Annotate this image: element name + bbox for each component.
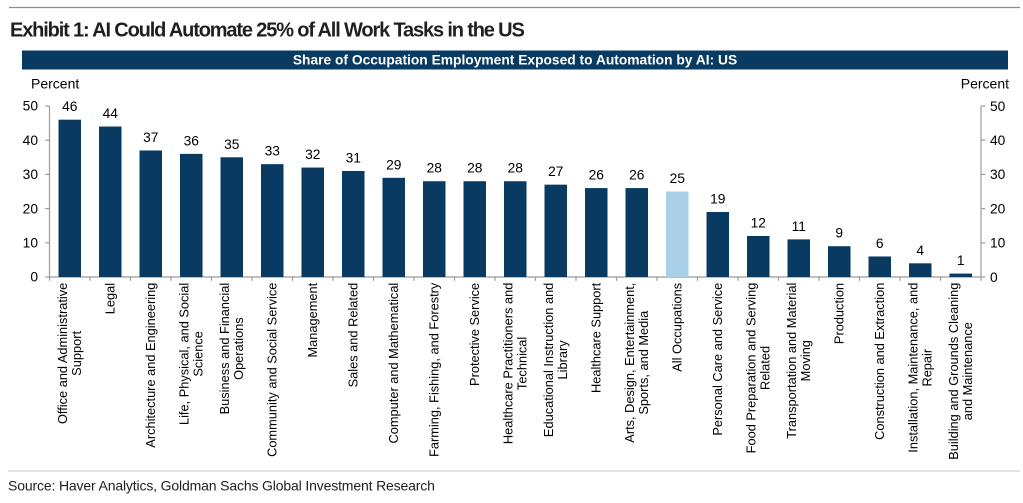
svg-text:20: 20 [990, 201, 1006, 216]
svg-text:and Maintenance: and Maintenance [960, 322, 975, 420]
svg-text:Sports, and Media: Sports, and Media [636, 310, 651, 415]
svg-text:Farming, Fishing, and Forestry: Farming, Fishing, and Forestry [427, 282, 442, 457]
svg-text:Food Preparation and Serving: Food Preparation and Serving [743, 283, 758, 454]
svg-text:Educational Instruction and: Educational Instruction and [541, 283, 556, 437]
svg-text:46: 46 [62, 99, 78, 114]
svg-text:Healthcare Practitioners and: Healthcare Practitioners and [500, 283, 515, 444]
svg-text:11: 11 [792, 219, 806, 234]
svg-text:6: 6 [876, 236, 884, 251]
svg-text:26: 26 [629, 168, 645, 183]
svg-text:Exhibit 1: AI Could Automate 2: Exhibit 1: AI Could Automate 25% of All … [10, 19, 524, 41]
svg-text:Transportation and Material: Transportation and Material [784, 283, 799, 439]
svg-text:Support: Support [69, 331, 84, 376]
svg-text:25: 25 [670, 171, 686, 186]
svg-text:Healthcare Support: Healthcare Support [589, 282, 604, 393]
svg-text:Business and Financial: Business and Financial [217, 283, 232, 415]
svg-text:37: 37 [143, 130, 158, 145]
svg-text:30: 30 [23, 167, 39, 182]
svg-text:Percent: Percent [961, 76, 1009, 92]
svg-text:0: 0 [30, 270, 38, 285]
svg-text:26: 26 [589, 168, 605, 183]
svg-text:44: 44 [103, 106, 119, 121]
svg-text:Library: Library [555, 340, 570, 380]
svg-text:28: 28 [427, 161, 443, 176]
svg-text:Production: Production [832, 283, 847, 344]
svg-text:Sales and Related: Sales and Related [346, 283, 361, 388]
svg-text:Computer and Mathematical: Computer and Mathematical [386, 283, 401, 444]
svg-text:27: 27 [548, 164, 563, 179]
svg-text:4: 4 [916, 243, 924, 258]
svg-text:1: 1 [957, 253, 965, 268]
svg-text:Construction and Extraction: Construction and Extraction [872, 283, 887, 440]
svg-text:Management: Management [305, 282, 320, 357]
svg-text:Installation, Maintenance, and: Installation, Maintenance, and [905, 283, 920, 453]
svg-text:29: 29 [386, 157, 402, 172]
svg-text:28: 28 [508, 161, 524, 176]
svg-text:Moving: Moving [798, 340, 813, 381]
svg-text:Percent: Percent [31, 76, 79, 92]
svg-text:Community and Social Service: Community and Social Service [265, 283, 280, 457]
svg-text:Related: Related [758, 346, 773, 390]
svg-text:Life, Physical, and Social: Life, Physical, and Social [176, 283, 191, 425]
svg-text:Building and Grounds Cleaning: Building and Grounds Cleaning [946, 283, 961, 460]
svg-text:0: 0 [990, 270, 998, 285]
svg-text:Legal: Legal [103, 283, 118, 314]
svg-text:Personal Care and Service: Personal Care and Service [710, 283, 725, 436]
svg-text:All Occupations: All Occupations [670, 283, 685, 372]
svg-text:32: 32 [305, 147, 320, 162]
svg-text:Technical: Technical [515, 337, 530, 390]
svg-text:19: 19 [710, 192, 726, 207]
svg-text:28: 28 [467, 161, 483, 176]
svg-text:20: 20 [23, 201, 39, 216]
svg-text:30: 30 [990, 167, 1006, 182]
svg-text:Share of Occupation Employment: Share of Occupation Employment Exposed t… [293, 53, 737, 68]
svg-text:Protective Service: Protective Service [467, 283, 482, 386]
svg-text:10: 10 [990, 236, 1006, 251]
svg-text:Science: Science [191, 331, 206, 377]
svg-text:9: 9 [835, 226, 843, 241]
svg-text:40: 40 [990, 133, 1006, 148]
svg-text:50: 50 [990, 99, 1006, 114]
svg-text:Architecture and Engineering: Architecture and Engineering [143, 283, 158, 448]
svg-text:Office and Administrative: Office and Administrative [55, 283, 70, 424]
svg-text:40: 40 [23, 133, 39, 148]
svg-text:12: 12 [751, 215, 766, 230]
svg-text:10: 10 [23, 236, 39, 251]
svg-text:Repair: Repair [920, 348, 935, 386]
svg-text:Operations: Operations [231, 317, 246, 380]
svg-text:33: 33 [265, 144, 281, 159]
svg-text:Source: Haver Analytics, Goldm: Source: Haver Analytics, Goldman Sachs G… [8, 478, 435, 494]
svg-text:Arts, Design, Entertainment,: Arts, Design, Entertainment, [622, 283, 637, 443]
svg-text:35: 35 [224, 137, 240, 152]
svg-text:31: 31 [346, 150, 361, 165]
svg-text:36: 36 [184, 133, 200, 148]
svg-text:50: 50 [23, 99, 39, 114]
